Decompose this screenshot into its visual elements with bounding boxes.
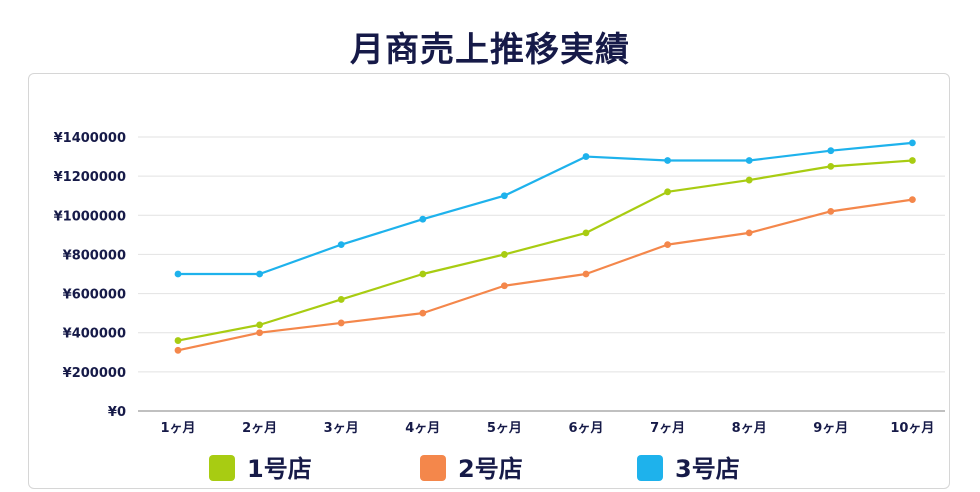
chart-panel	[28, 73, 950, 489]
x-tick-label: 6ヶ月	[568, 421, 603, 436]
data-point	[419, 270, 427, 278]
data-point	[664, 157, 671, 164]
data-point	[337, 296, 345, 303]
data-point	[582, 229, 590, 237]
x-tick-label: 1ヶ月	[160, 421, 195, 436]
chart-title: 月商売上推移実績	[350, 30, 630, 70]
data-point	[745, 229, 753, 237]
data-point	[582, 153, 590, 160]
legend-swatch	[420, 455, 446, 481]
y-tick-label: ¥0	[108, 405, 126, 420]
x-tick-label: 10ヶ月	[890, 421, 934, 436]
series-lines	[174, 139, 916, 354]
x-tick-label: 7ヶ月	[650, 421, 685, 436]
series-line-3	[178, 141, 913, 276]
y-tick-label: ¥800000	[63, 248, 126, 263]
x-tick-label: 2ヶ月	[242, 421, 277, 436]
data-point	[419, 215, 427, 223]
data-point	[827, 147, 835, 155]
data-point	[501, 192, 508, 200]
data-point	[174, 337, 182, 344]
legend-item-3: 3号店	[637, 455, 740, 483]
data-point	[501, 251, 508, 258]
x-tick-label: 4ヶ月	[405, 421, 440, 436]
y-tick-label: ¥600000	[63, 288, 126, 303]
x-axis-ticks: 1ヶ月 2ヶ月 3ヶ月 4ヶ月 5ヶ月 6ヶ月 7ヶ月 8ヶ月 9ヶ月 10ヶ月	[160, 421, 934, 436]
x-tick-label: 8ヶ月	[732, 421, 767, 436]
data-point	[664, 188, 671, 196]
y-tick-label: ¥200000	[63, 366, 126, 381]
x-tick-label: 9ヶ月	[813, 421, 848, 436]
data-point	[909, 139, 916, 147]
y-tick-label: ¥400000	[63, 327, 126, 342]
data-point	[827, 162, 835, 170]
data-point	[256, 321, 263, 329]
series-line-2	[177, 198, 913, 352]
data-point	[337, 241, 345, 249]
data-point	[827, 207, 835, 215]
legend-item-1: 1号店	[209, 455, 312, 483]
grid-lines	[138, 136, 945, 412]
series-2	[174, 196, 916, 354]
data-point	[419, 309, 427, 317]
legend-label: 2号店	[458, 455, 523, 483]
legend-label: 3号店	[675, 455, 740, 483]
x-tick-label: 3ヶ月	[324, 421, 359, 436]
legend-label: 1号店	[247, 455, 312, 483]
series-line-1	[177, 159, 913, 342]
data-point	[174, 346, 182, 354]
data-point	[745, 176, 753, 184]
data-point	[909, 196, 916, 204]
data-point	[256, 270, 263, 278]
data-point	[501, 282, 508, 290]
legend-swatch	[637, 455, 663, 481]
legend-swatch	[209, 455, 235, 481]
legend: 1号店 2号店 3号店	[209, 455, 740, 483]
data-point	[174, 270, 182, 278]
y-axis-ticks: ¥0 ¥200000 ¥400000 ¥600000 ¥800000 ¥1000000 ¥1…	[54, 131, 126, 420]
data-point	[337, 319, 345, 327]
y-tick-label: ¥1200000	[54, 170, 126, 185]
data-point	[909, 157, 916, 164]
series-1	[174, 157, 916, 344]
y-tick-label: ¥1000000	[54, 209, 126, 224]
data-point	[745, 157, 753, 164]
data-point	[256, 329, 263, 337]
x-tick-label: 5ヶ月	[487, 421, 522, 436]
data-point	[664, 241, 671, 249]
y-tick-label: ¥1400000	[54, 131, 126, 146]
legend-item-2: 2号店	[420, 455, 523, 483]
data-point	[582, 270, 590, 278]
series-3	[174, 139, 916, 278]
